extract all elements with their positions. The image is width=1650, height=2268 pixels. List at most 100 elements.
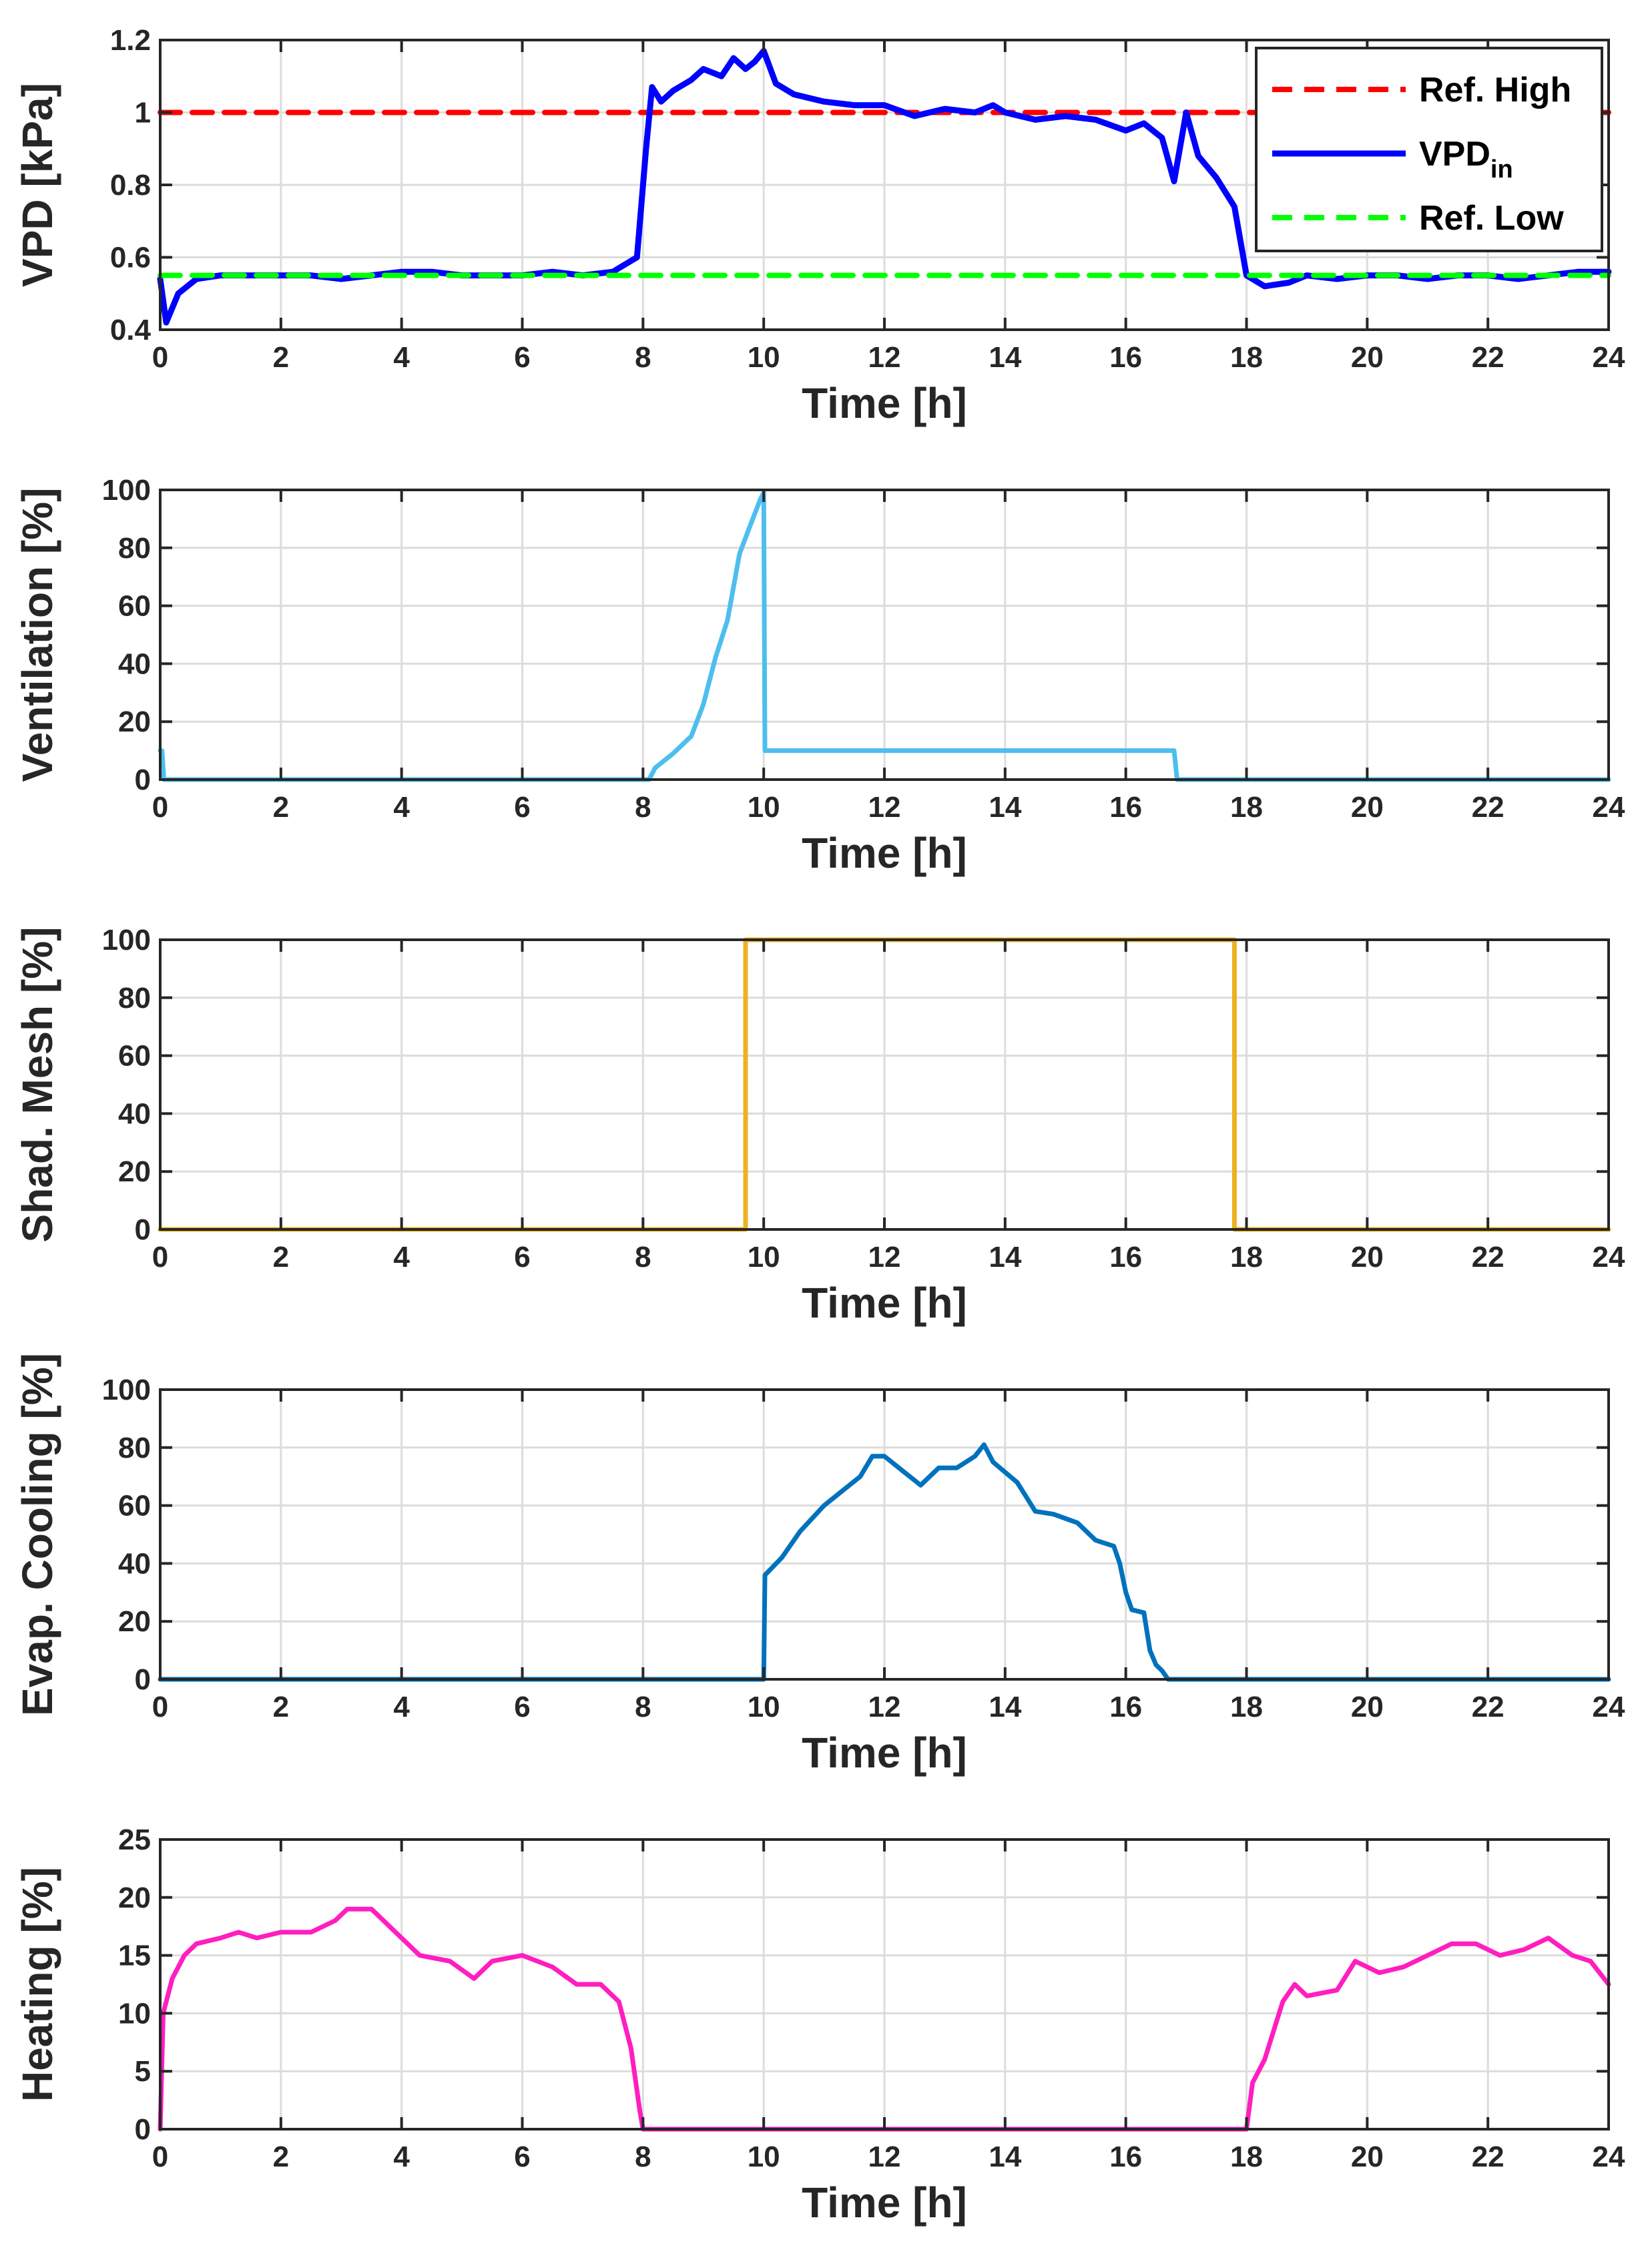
x-tick-label: 8 bbox=[635, 2141, 651, 2173]
y-tick-label: 25 bbox=[118, 1823, 151, 1856]
legend-label: Ref. High bbox=[1419, 71, 1571, 109]
x-tick-label: 2 bbox=[273, 2141, 289, 2173]
grid bbox=[160, 940, 1609, 1229]
x-tick-label: 12 bbox=[868, 791, 901, 824]
x-tick-label: 12 bbox=[868, 341, 901, 374]
grid bbox=[160, 1390, 1609, 1679]
x-tick-label: 14 bbox=[989, 1241, 1021, 1273]
y-tick-label: 1 bbox=[135, 97, 151, 129]
series-line-vpdin bbox=[157, 47, 1612, 326]
grid bbox=[160, 1839, 1609, 2129]
x-tick-label: 0 bbox=[152, 341, 168, 374]
x-tick-label: 14 bbox=[989, 791, 1021, 824]
x-tick-label: 8 bbox=[635, 791, 651, 824]
grid bbox=[160, 490, 1609, 780]
x-tick-label: 4 bbox=[393, 2141, 410, 2173]
x-tick-label: 16 bbox=[1109, 1691, 1142, 1723]
y-tick-label: 0 bbox=[135, 1663, 151, 1696]
y-tick-label: 0.6 bbox=[110, 242, 151, 274]
x-tick-label: 8 bbox=[635, 1691, 651, 1723]
x-tick-label: 6 bbox=[514, 1241, 530, 1273]
x-tick-label: 22 bbox=[1472, 791, 1504, 824]
y-tick-label: 0 bbox=[135, 1213, 151, 1246]
x-tick-label: 6 bbox=[514, 791, 530, 824]
x-tick-label: 10 bbox=[748, 791, 780, 824]
y-tick-label: 0 bbox=[135, 2113, 151, 2146]
x-tick-label: 8 bbox=[635, 341, 651, 374]
x-tick-label: 16 bbox=[1109, 1241, 1142, 1273]
x-tick-label: 4 bbox=[393, 1691, 410, 1723]
x-axis-label: Time [h] bbox=[802, 2179, 967, 2227]
y-tick-label: 0.4 bbox=[110, 314, 152, 346]
y-tick-label: 40 bbox=[118, 1097, 151, 1130]
y-tick-label: 20 bbox=[118, 1882, 151, 1914]
y-tick-label: 60 bbox=[118, 1040, 151, 1073]
y-tick-label: 20 bbox=[118, 1605, 151, 1638]
series-line-heating bbox=[158, 1906, 1611, 2132]
x-tick-label: 0 bbox=[152, 1241, 168, 1273]
y-tick-label: 100 bbox=[102, 1374, 151, 1406]
y-tick-label: 60 bbox=[118, 1490, 151, 1522]
x-tick-label: 0 bbox=[152, 2141, 168, 2173]
x-tick-label: 14 bbox=[989, 1691, 1021, 1723]
x-tick-label: 24 bbox=[1593, 341, 1625, 374]
x-tick-label: 22 bbox=[1472, 2141, 1504, 2173]
x-tick-label: 20 bbox=[1351, 341, 1384, 374]
x-tick-label: 24 bbox=[1593, 791, 1625, 824]
legend-label: Ref. Low bbox=[1419, 199, 1564, 238]
x-tick-label: 18 bbox=[1230, 341, 1263, 374]
y-axis-label: Heating [%] bbox=[13, 1867, 61, 2102]
y-tick-label: 10 bbox=[118, 1997, 151, 2030]
x-tick-label: 18 bbox=[1230, 1241, 1263, 1273]
legend-label-text: Ref. Low bbox=[1419, 199, 1564, 238]
y-tick-label: 80 bbox=[118, 532, 151, 565]
x-tick-label: 12 bbox=[868, 1241, 901, 1273]
legend-label-text: Ref. High bbox=[1419, 71, 1571, 109]
y-axis-label: Ventilation [%] bbox=[13, 488, 61, 782]
x-tick-label: 10 bbox=[748, 2141, 780, 2173]
x-tick-label: 12 bbox=[868, 2141, 901, 2173]
x-tick-label: 20 bbox=[1351, 791, 1384, 824]
x-tick-label: 16 bbox=[1109, 2141, 1142, 2173]
x-tick-label: 18 bbox=[1230, 791, 1263, 824]
y-axis-label: VPD [kPa] bbox=[13, 83, 61, 287]
x-tick-label: 6 bbox=[514, 1691, 530, 1723]
x-tick-label: 6 bbox=[514, 341, 530, 374]
y-tick-label: 20 bbox=[118, 705, 151, 738]
y-tick-label: 1.2 bbox=[110, 24, 151, 57]
x-tick-label: 0 bbox=[152, 791, 168, 824]
x-tick-label: 10 bbox=[748, 1691, 780, 1723]
x-tick-label: 4 bbox=[393, 791, 410, 824]
x-tick-label: 8 bbox=[635, 1241, 651, 1273]
x-tick-label: 18 bbox=[1230, 1691, 1263, 1723]
x-tick-label: 2 bbox=[273, 1241, 289, 1273]
x-tick-label: 16 bbox=[1109, 341, 1142, 374]
y-tick-label: 20 bbox=[118, 1155, 151, 1188]
x-tick-label: 2 bbox=[273, 341, 289, 374]
x-axis-label: Time [h] bbox=[802, 1729, 967, 1777]
x-tick-label: 12 bbox=[868, 1691, 901, 1723]
y-tick-label: 0.8 bbox=[110, 169, 151, 202]
x-tick-label: 0 bbox=[152, 1691, 168, 1723]
y-axis-label: Evap. Cooling [%] bbox=[13, 1353, 61, 1716]
x-tick-label: 22 bbox=[1472, 1691, 1504, 1723]
legend-label-text: VPD bbox=[1419, 135, 1490, 174]
legend: Ref. High VPDin Ref. Low bbox=[1255, 47, 1603, 252]
x-tick-label: 24 bbox=[1593, 1241, 1625, 1273]
y-tick-label: 100 bbox=[102, 924, 151, 956]
x-axis-label: Time [h] bbox=[802, 379, 967, 427]
x-tick-label: 18 bbox=[1230, 2141, 1263, 2173]
x-tick-label: 2 bbox=[273, 1691, 289, 1723]
x-tick-label: 10 bbox=[748, 1241, 780, 1273]
x-tick-label: 22 bbox=[1472, 1241, 1504, 1273]
x-tick-label: 6 bbox=[514, 2141, 530, 2173]
x-axis-label: Time [h] bbox=[802, 1279, 967, 1327]
x-tick-label: 14 bbox=[989, 341, 1021, 374]
x-tick-label: 4 bbox=[393, 341, 410, 374]
